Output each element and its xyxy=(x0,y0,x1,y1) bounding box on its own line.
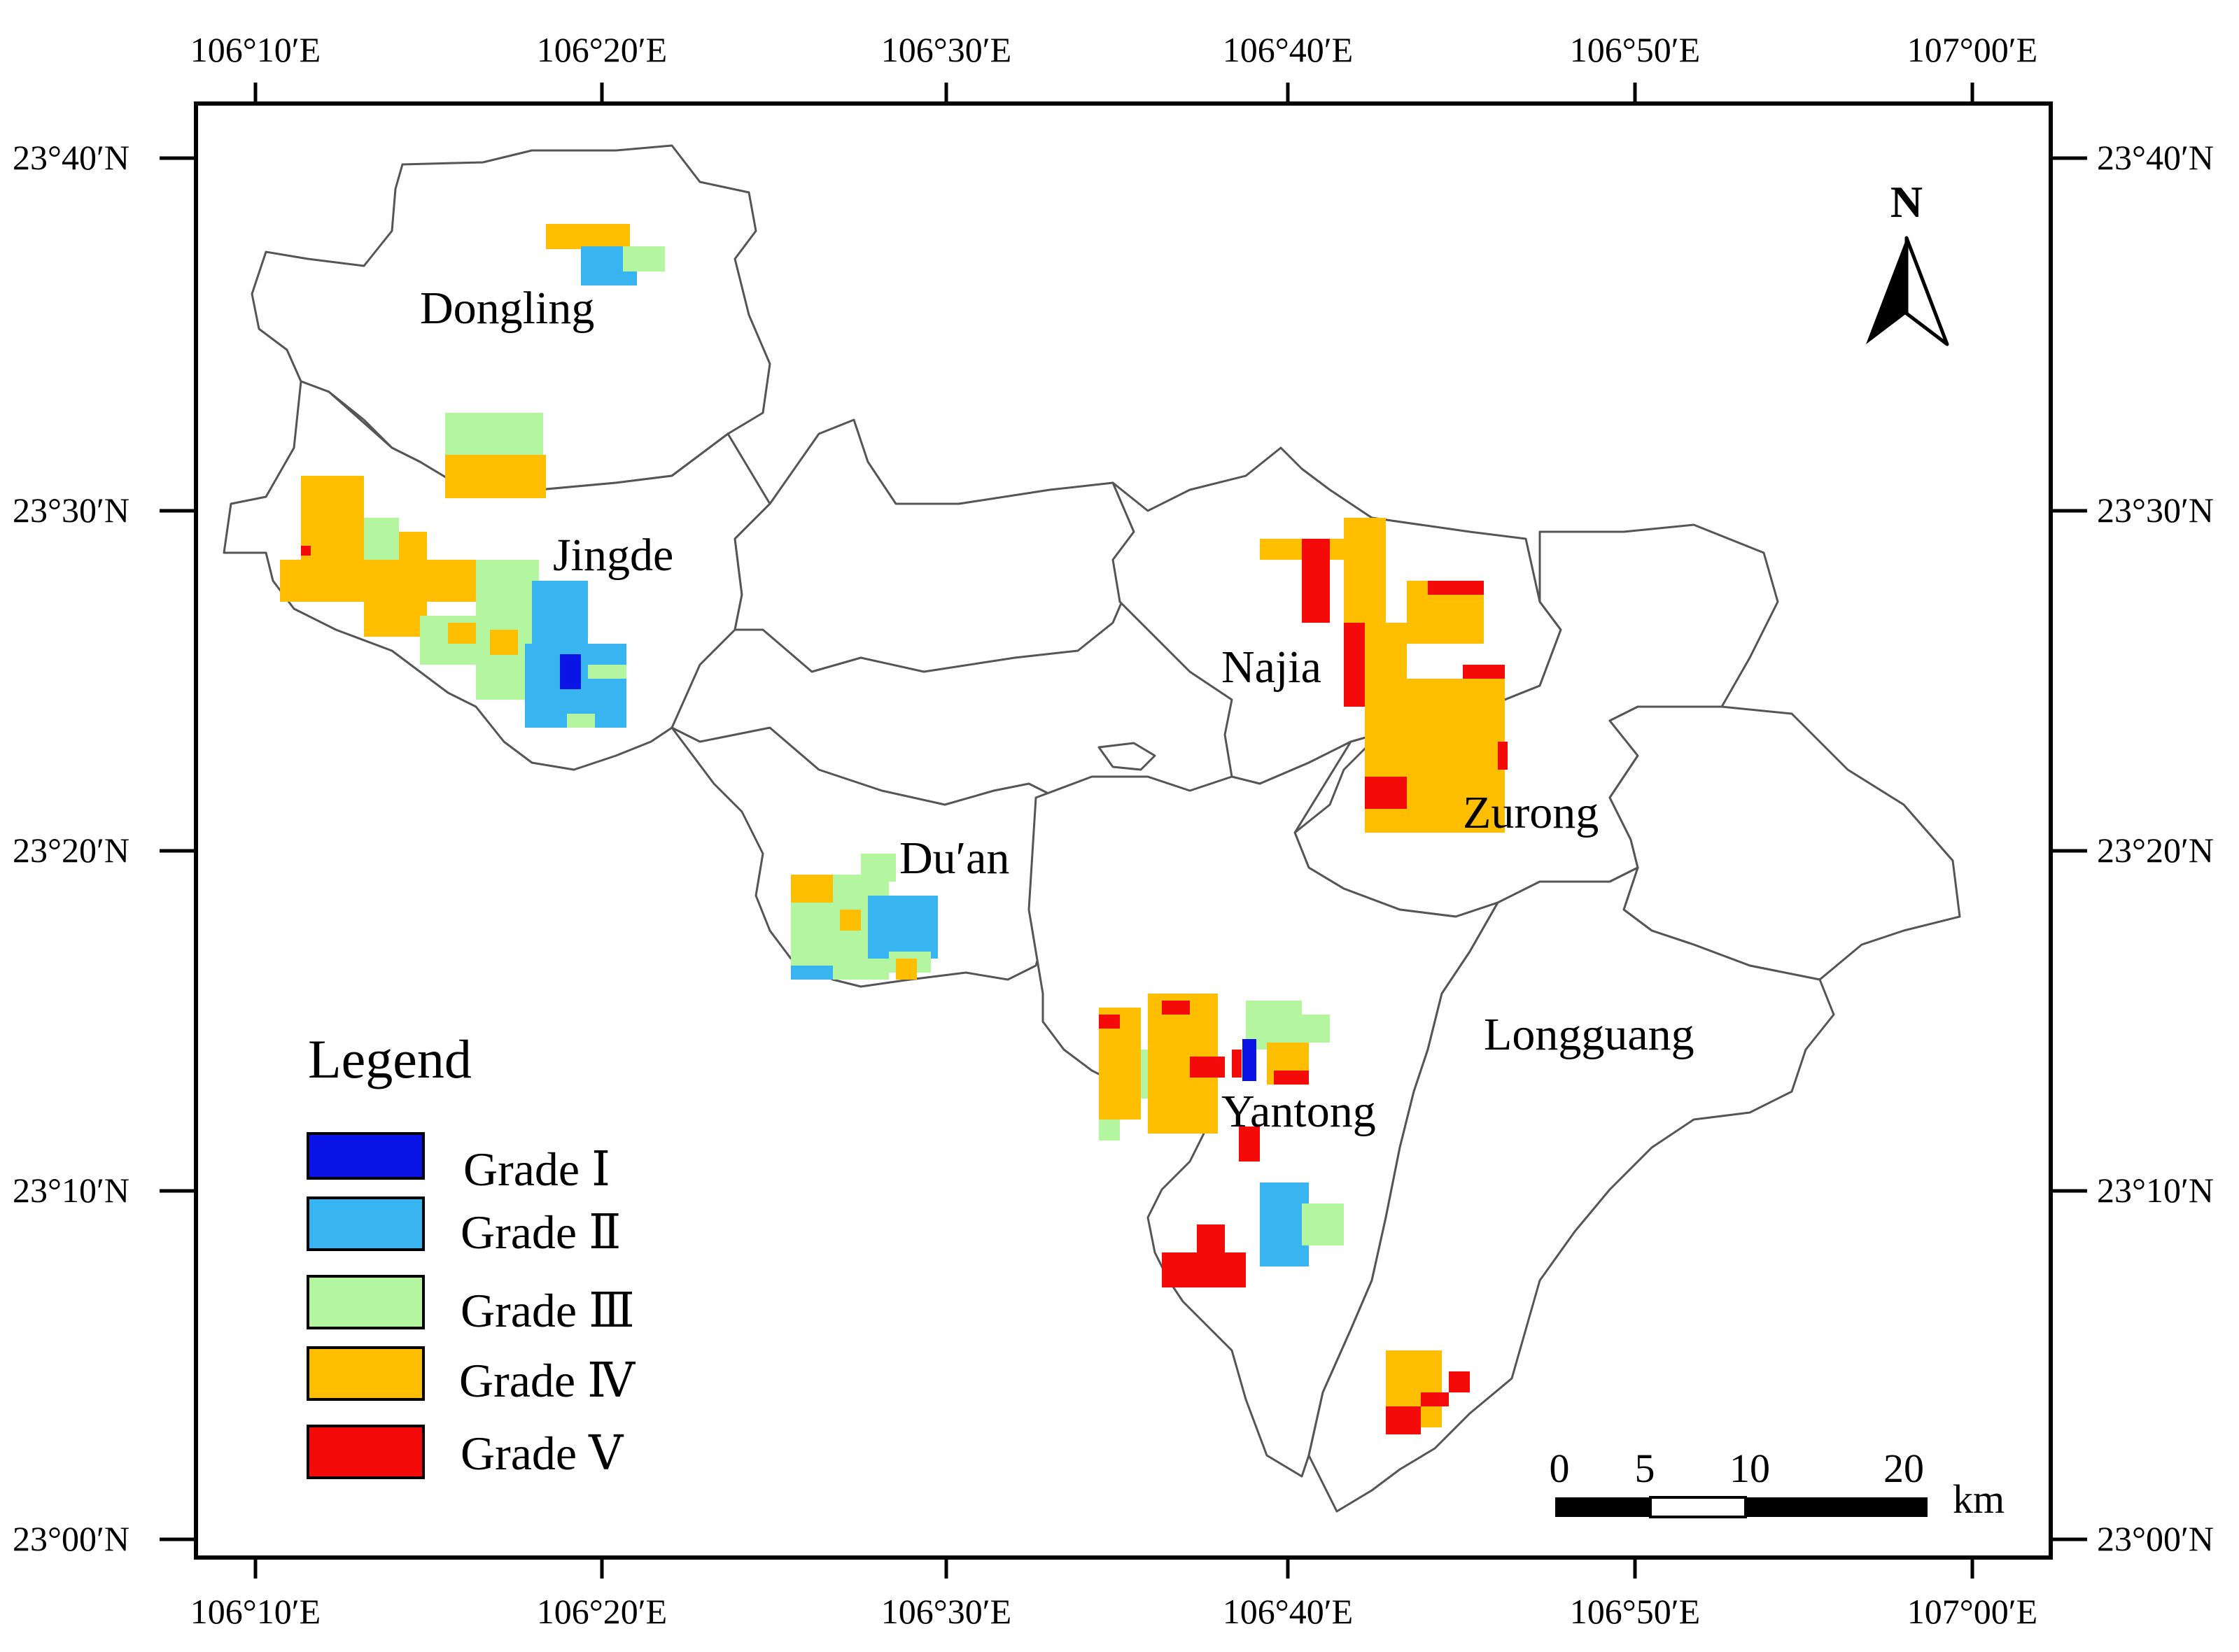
patch-grade-5 xyxy=(1498,742,1508,770)
legend-label-grade-1: Grade Ⅰ xyxy=(463,1143,610,1196)
patch-grade-3 xyxy=(861,854,896,882)
town-label-yantong: Yantong xyxy=(1221,1086,1376,1137)
lat-ticks xyxy=(160,156,2087,1541)
patch-grade-1 xyxy=(1242,1039,1256,1081)
patch-grade-5 xyxy=(1344,623,1365,707)
scale-tick-label: 10 xyxy=(1729,1446,1770,1491)
legend-label-grade-5: Grade Ⅴ xyxy=(461,1427,624,1480)
town-label-duan: Du′an xyxy=(899,833,1009,884)
town-label-dongling: Dongling xyxy=(420,283,594,334)
patch-grade-4 xyxy=(490,630,518,655)
lon-label-bottom: 106°10′E xyxy=(190,1592,321,1631)
legend-label-grade-2: Grade Ⅱ xyxy=(461,1206,621,1259)
patch-grade-2 xyxy=(1260,1182,1309,1266)
patch-grade-3 xyxy=(567,714,595,728)
patch-grade-4 xyxy=(448,623,476,644)
lon-label-bottom: 106°40′E xyxy=(1223,1592,1353,1631)
town-label-najia: Najia xyxy=(1221,642,1321,693)
north-arrow-label: N xyxy=(1890,177,1923,227)
patch-grade-5 xyxy=(1302,539,1330,623)
legend-title: Legend xyxy=(308,1029,472,1089)
town-label-longguang: Longguang xyxy=(1484,1009,1694,1060)
legend-swatch-grade-4 xyxy=(307,1346,425,1401)
lon-label-top: 106°10′E xyxy=(190,30,321,69)
patch-grade-2 xyxy=(791,966,833,980)
lat-label-left: 23°00′N xyxy=(13,1519,129,1558)
lat-label-left: 23°40′N xyxy=(13,138,129,177)
legend: Legend Grade Ⅰ Grade Ⅱ Grade Ⅲ Grade Ⅳ G… xyxy=(307,1029,636,1480)
lat-label-left: 23°30′N xyxy=(13,490,129,530)
boundary-island xyxy=(1097,742,1156,771)
patch-grade-5 xyxy=(1232,1050,1242,1078)
legend-label-grade-3: Grade Ⅲ xyxy=(461,1284,635,1337)
legend-swatch-grade-1 xyxy=(307,1132,425,1180)
lon-label-bottom: 107°00′E xyxy=(1907,1592,2037,1631)
scale-bar: 0 5 10 20 km xyxy=(1550,1446,2005,1522)
scale-tick-label: 5 xyxy=(1635,1446,1655,1491)
north-arrow-icon: N xyxy=(1866,177,1949,346)
lon-label-top: 106°30′E xyxy=(881,30,1011,69)
patch-grade-5 xyxy=(1239,1127,1260,1162)
patch-grade-3 xyxy=(623,246,665,271)
scale-tick-label: 0 xyxy=(1550,1446,1570,1491)
patch-grade-3 xyxy=(588,665,626,679)
patch-grade-4 xyxy=(1442,791,1484,833)
patch-grade-5 xyxy=(1421,1392,1449,1406)
lat-label-right: 23°20′N xyxy=(2097,831,2214,870)
patch-grade-5 xyxy=(1197,1224,1225,1259)
lon-label-top: 106°40′E xyxy=(1223,30,1353,69)
lat-label-right: 23°10′N xyxy=(2097,1171,2214,1210)
patch-grade-5 xyxy=(1190,1057,1225,1078)
lon-ticks xyxy=(253,83,1974,1579)
scale-unit-label: km xyxy=(1953,1476,2005,1522)
patch-grade-1 xyxy=(560,654,581,689)
patch-grade-2 xyxy=(532,581,588,651)
lon-label-bottom: 106°50′E xyxy=(1570,1592,1700,1631)
patch-grade-5 xyxy=(1099,1015,1120,1029)
patch-grade-3 xyxy=(364,518,399,560)
lat-label-left: 23°10′N xyxy=(13,1171,129,1210)
town-label-zurong: Zurong xyxy=(1463,787,1599,838)
patch-grade-4 xyxy=(546,224,630,249)
patch-grade-3 xyxy=(1099,1120,1120,1141)
lon-label-top: 106°20′E xyxy=(537,30,667,69)
patch-grade-3 xyxy=(1288,1015,1330,1043)
patch-grade-5 xyxy=(1274,1071,1309,1085)
patch-grade-4 xyxy=(896,959,917,980)
grade-patches xyxy=(280,224,1508,1434)
lat-label-right: 23°40′N xyxy=(2097,138,2214,177)
legend-swatch-grade-3 xyxy=(307,1275,425,1329)
lon-label-top: 107°00′E xyxy=(1907,30,2037,69)
boundary-central xyxy=(734,418,1149,673)
patch-grade-5 xyxy=(1365,777,1407,809)
patch-grade-5 xyxy=(1463,665,1505,679)
scale-tick-label: 20 xyxy=(1883,1446,1924,1491)
lat-label-right: 23°00′N xyxy=(2097,1519,2214,1558)
patch-grade-4 xyxy=(445,455,546,498)
town-label-jingde: Jingde xyxy=(553,530,673,581)
patch-grade-5 xyxy=(301,546,311,556)
patch-grade-4 xyxy=(840,910,861,931)
lon-label-top: 106°50′E xyxy=(1570,30,1700,69)
patch-grade-5 xyxy=(1162,1001,1190,1015)
patch-grade-4 xyxy=(791,875,833,903)
legend-swatch-grade-5 xyxy=(307,1425,425,1479)
patch-grade-5 xyxy=(1428,581,1484,595)
lon-label-bottom: 106°30′E xyxy=(881,1592,1011,1631)
lat-label-left: 23°20′N xyxy=(13,831,129,870)
legend-label-grade-4: Grade Ⅳ xyxy=(459,1354,636,1407)
lat-label-right: 23°30′N xyxy=(2097,490,2214,530)
legend-swatch-grade-2 xyxy=(307,1196,425,1251)
patch-grade-5 xyxy=(1386,1406,1421,1434)
patch-grade-2 xyxy=(868,896,938,959)
patch-grade-5 xyxy=(1449,1371,1470,1392)
lon-label-bottom: 106°20′E xyxy=(537,1592,667,1631)
patch-grade-3 xyxy=(1302,1203,1344,1245)
